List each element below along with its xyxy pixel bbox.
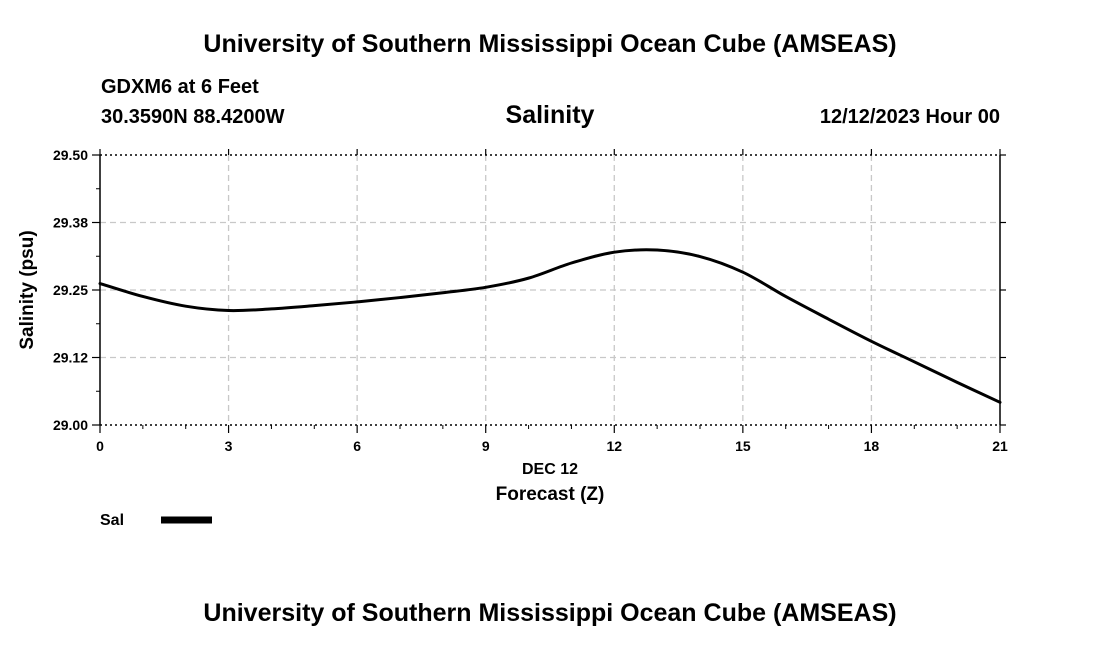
y-tick-label: 29.38 — [53, 215, 88, 231]
chart-title: University of Southern Mississippi Ocean… — [203, 30, 897, 58]
y-tick-label: 29.12 — [53, 350, 88, 366]
variable-title: Salinity — [505, 101, 595, 129]
series-layer — [98, 248, 1002, 404]
x-tick-label: 21 — [992, 438, 1008, 454]
forecast-datetime: 12/12/2023 Hour 00 — [819, 106, 1000, 128]
series-line-sal — [98, 248, 1002, 404]
date-label: DEC 12 — [522, 461, 578, 478]
x-tick-label: 15 — [735, 438, 751, 454]
footer-title: University of Southern Mississippi Ocean… — [203, 599, 897, 627]
x-tick-label: 6 — [353, 438, 361, 454]
legend-label: Sal — [100, 512, 124, 529]
y-tick-label: 29.50 — [53, 147, 88, 163]
y-tick-label: 29.25 — [53, 282, 88, 298]
grid-layer — [100, 154, 1000, 426]
legend: Sal — [100, 512, 212, 529]
x-tick-label: 3 — [225, 438, 233, 454]
label-layer: DEC 12 Forecast (Z) Salinity (psu) — [17, 230, 604, 505]
x-tick-label: 0 — [96, 438, 104, 454]
x-axis-label: Forecast (Z) — [496, 484, 605, 505]
y-axis-label: Salinity (psu) — [17, 230, 38, 349]
x-tick-label: 12 — [606, 438, 622, 454]
station-name: GDXM6 at 6 Feet — [101, 76, 259, 98]
y-tick-label: 29.00 — [53, 417, 88, 433]
station-coordinates: 30.3590N 88.4200W — [101, 106, 285, 128]
x-tick-label: 18 — [864, 438, 880, 454]
axis-layer: 0 3 6 9 12 15 18 21 29.00 29.12 29.25 29.38 29.50 — [53, 147, 1008, 454]
x-tick-label: 9 — [482, 438, 490, 454]
